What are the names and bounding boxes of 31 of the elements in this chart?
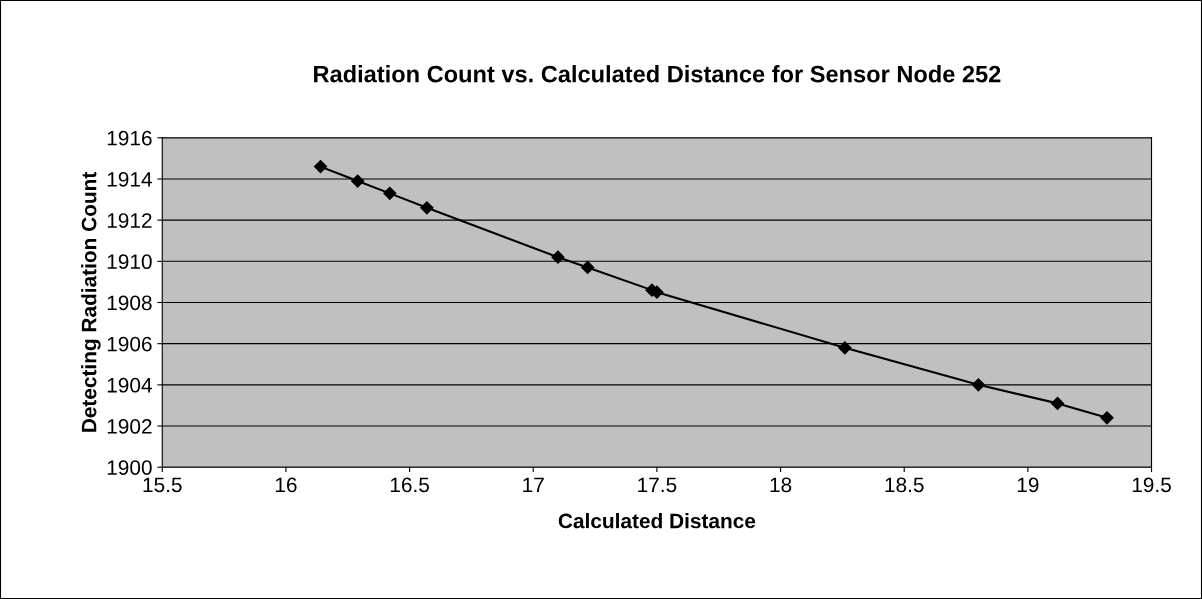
y-tick-label: 1900	[107, 460, 152, 475]
x-axis-title: Calculated Distance	[558, 513, 756, 529]
x-tick-label: 16.5	[390, 477, 429, 493]
x-tick-label: 17.5	[638, 477, 677, 493]
point	[551, 250, 565, 264]
x-tick-label: 19.5	[1132, 477, 1171, 493]
y-tick-label: 1910	[107, 254, 152, 270]
y-tick-label: 1906	[107, 336, 152, 352]
y-tick-label: 1916	[107, 130, 152, 146]
y-tick-label: 1914	[107, 171, 152, 187]
y-tick-label: 1904	[107, 377, 152, 393]
x-tick-label: 15.5	[143, 477, 182, 493]
chart-title: Radiation Count vs. Calculated Distance for Sensor Node 252	[314, 65, 1001, 83]
y-axis-title: Detecting Radiation Count	[81, 171, 101, 432]
point	[313, 160, 328, 174]
point	[420, 201, 434, 215]
y-tick-label: 1902	[107, 419, 152, 434]
point	[971, 378, 985, 392]
x-tick-label: 18	[770, 477, 792, 493]
x-tick-label: 16	[275, 477, 297, 493]
x-tick-label: 18.5	[885, 477, 924, 493]
point	[383, 186, 397, 200]
point	[351, 174, 365, 188]
point	[838, 341, 852, 355]
y-tick-label: 1908	[107, 295, 152, 311]
point	[1100, 411, 1114, 425]
point	[581, 260, 595, 275]
x-tick-label: 17	[523, 477, 544, 493]
point	[1050, 396, 1065, 410]
y-tick-label: 1912	[107, 213, 152, 228]
x-tick-label: 19	[1017, 477, 1039, 493]
